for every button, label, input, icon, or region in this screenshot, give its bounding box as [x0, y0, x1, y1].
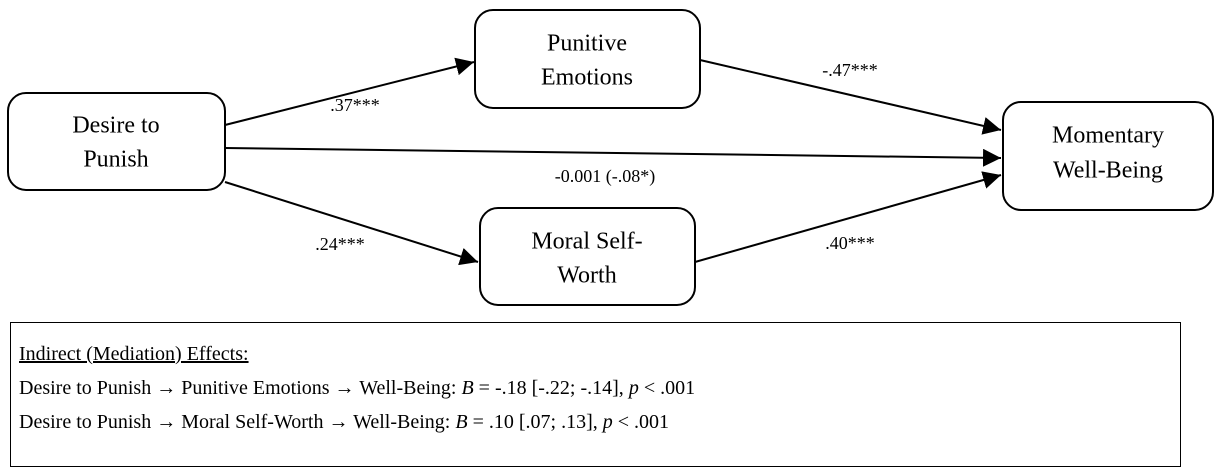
- text: Desire to Punish → Punitive Emotions → W…: [19, 377, 462, 399]
- node: [7, 92, 226, 191]
- edge-label: -.47***: [822, 60, 878, 80]
- node-label: Desire to: [72, 113, 159, 139]
- node-label: Punitive: [547, 31, 627, 57]
- edge-label: -0.001 (-.08*): [555, 166, 655, 187]
- node-label: Moral Self-: [531, 229, 642, 255]
- arrow: [224, 147, 1002, 167]
- text: B: [461, 377, 474, 399]
- text: = -.18 [-.22; -.14],: [473, 377, 629, 399]
- text: < .001: [638, 377, 696, 399]
- arrow: [224, 181, 479, 266]
- node-label: Well-Being: [1053, 158, 1163, 184]
- text: = .10 [.07; .13],: [467, 411, 603, 433]
- node-label: Worth: [557, 263, 616, 289]
- text: Desire to Punish → Moral Self-Worth → We…: [19, 411, 456, 433]
- arrow: [224, 57, 475, 126]
- text: B: [455, 411, 468, 433]
- text: p: [628, 377, 639, 399]
- edge-label: .37***: [330, 95, 380, 115]
- effect-line: Desire to Punish → Punitive Emotions → W…: [19, 371, 1180, 405]
- edge-label: .24***: [315, 234, 365, 254]
- edge-label: .40***: [825, 233, 875, 253]
- text: < .001: [612, 411, 670, 433]
- arrow: [694, 171, 1002, 263]
- node-label: Emotions: [541, 65, 633, 91]
- node: [474, 9, 701, 109]
- effect-line: Desire to Punish → Moral Self-Worth → We…: [19, 405, 1180, 439]
- diagram: Desire to Punish Punitive Emotions Moral…: [7, 9, 1214, 306]
- effects-box: Indirect (Mediation) Effects: Desire to …: [10, 322, 1181, 467]
- text: p: [602, 411, 613, 433]
- arrow: [699, 59, 1002, 135]
- node: [479, 207, 696, 306]
- node: [1002, 101, 1214, 211]
- node-label: Punish: [83, 147, 148, 173]
- node-label: Momentary: [1052, 123, 1164, 149]
- effects-heading: Indirect (Mediation) Effects:: [19, 343, 249, 365]
